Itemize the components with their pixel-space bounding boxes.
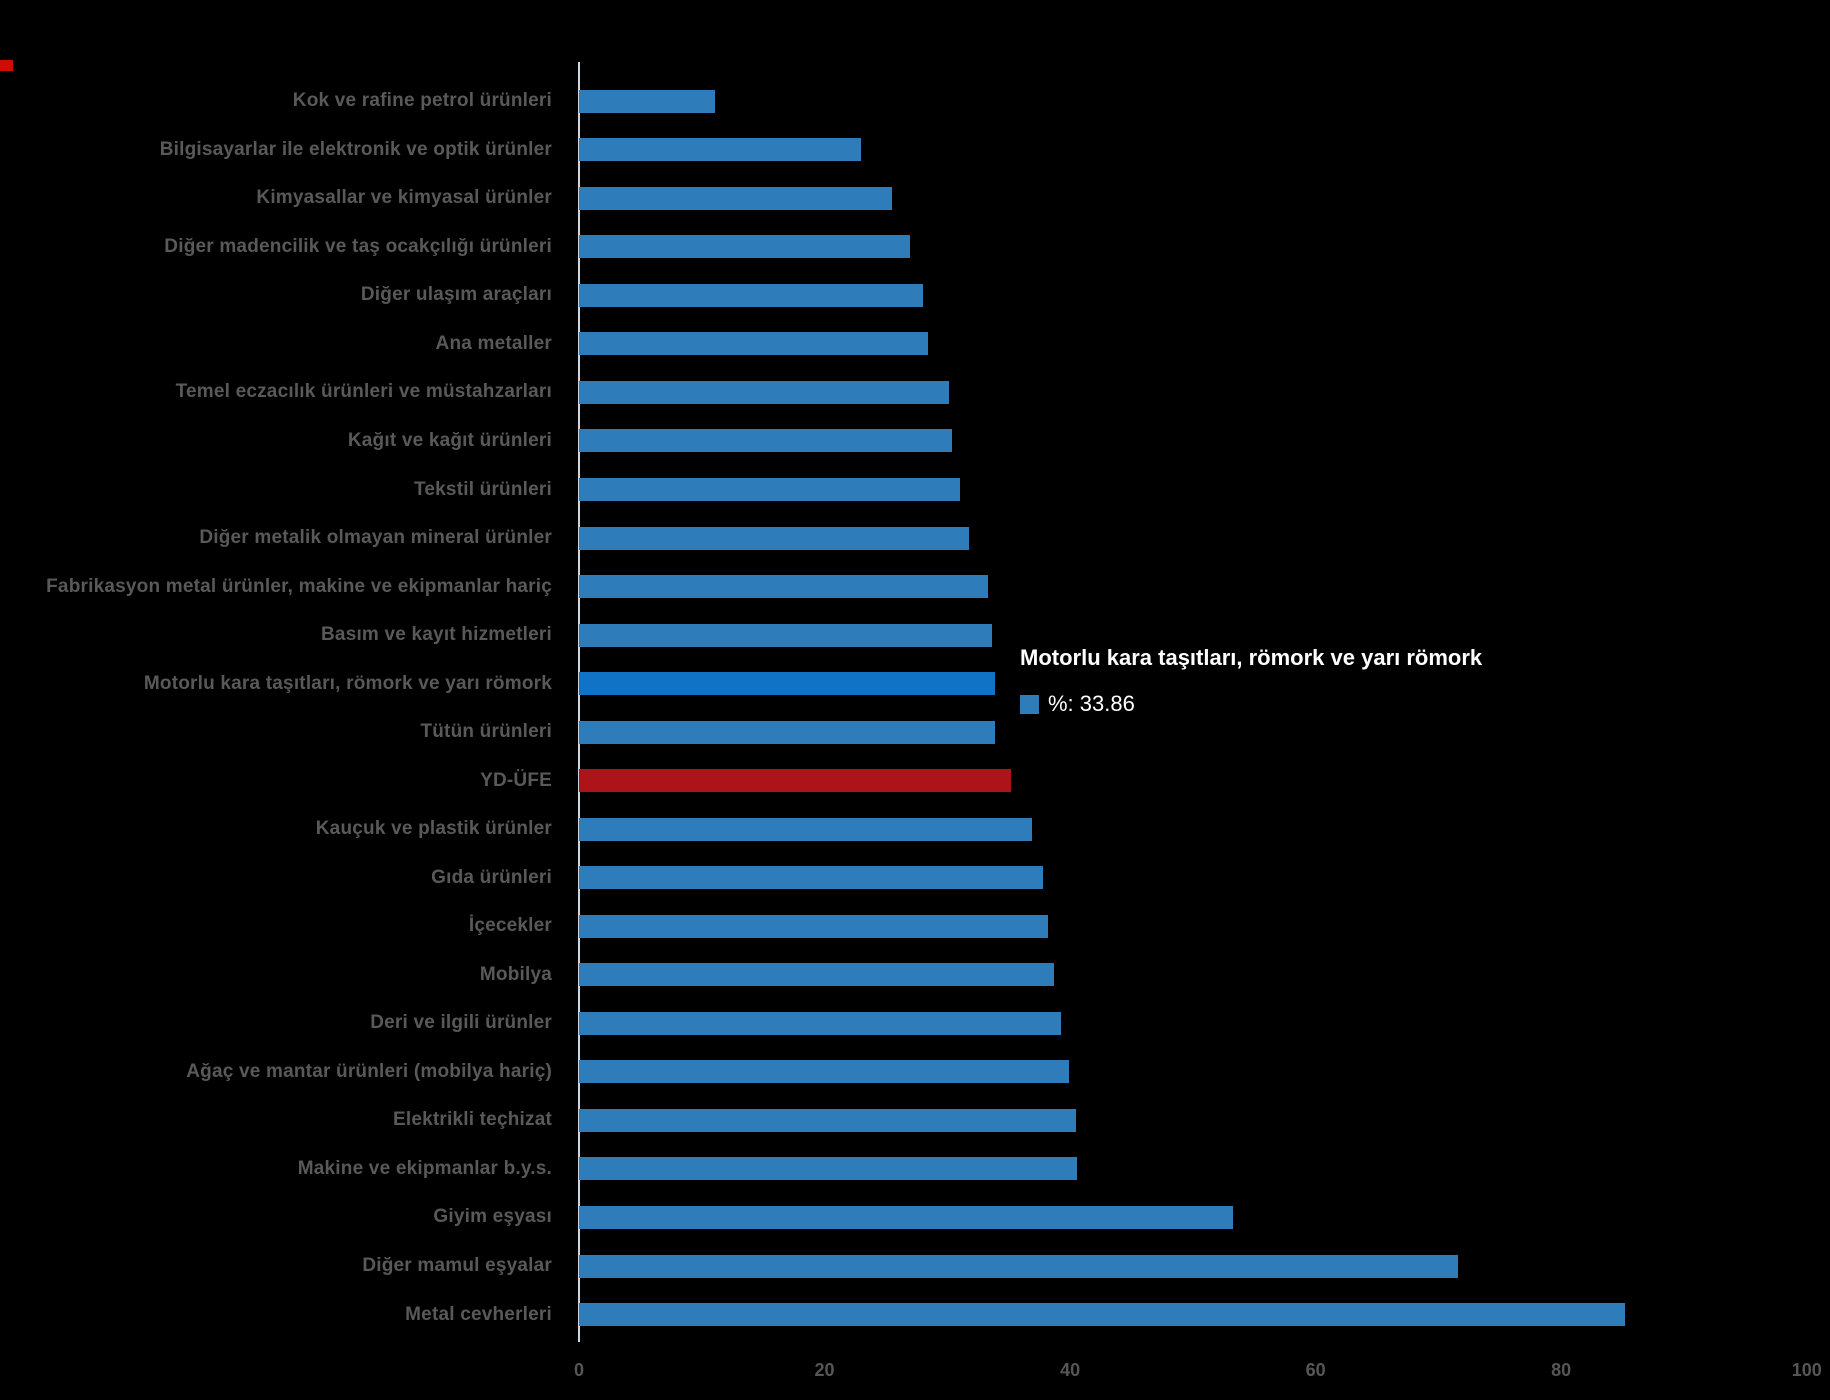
bar-row: Bilgisayarlar ile elektronik ve optik ür…	[0, 126, 1830, 175]
bar[interactable]	[579, 526, 970, 550]
bar[interactable]	[579, 1060, 1069, 1084]
bar-row: Kağıt ve kağıt ürünleri	[0, 417, 1830, 466]
bar-rows: Kok ve rafine petrol ürünleri Bilgisayarl…	[0, 77, 1830, 1339]
bar-row: Diğer metalik olmayan mineral ürünler	[0, 514, 1830, 563]
category-label: Motorlu kara taşıtları, römork ve yarı r…	[143, 672, 552, 694]
bar-row: Diğer ulaşım araçları	[0, 271, 1830, 320]
bar-row: Tekstil ürünleri	[0, 465, 1830, 514]
bar-row: Deri ve ilgili ürünler	[0, 999, 1830, 1048]
y-axis-line	[578, 62, 580, 1342]
x-tick-label: 0	[573, 1360, 585, 1380]
bar[interactable]	[579, 1157, 1078, 1181]
category-label: Kok ve rafine petrol ürünleri	[292, 90, 552, 112]
bar[interactable]	[579, 575, 988, 599]
bar-row: Mobilya	[0, 951, 1830, 1000]
bar[interactable]	[579, 1303, 1626, 1327]
category-label: Tekstil ürünleri	[414, 478, 552, 500]
bar[interactable]	[579, 1011, 1062, 1035]
category-label: Bilgisayarlar ile elektronik ve optik ür…	[159, 138, 552, 160]
bar-row: Makine ve ekipmanlar b.y.s.	[0, 1145, 1830, 1194]
bar[interactable]	[579, 672, 995, 696]
x-tick-label: 100	[1791, 1360, 1822, 1380]
bar-row: Ana metaller	[0, 320, 1830, 369]
category-label: Diğer ulaşım araçları	[360, 284, 552, 306]
category-label: Ana metaller	[435, 332, 552, 354]
bar-row: Temel eczacılık ürünleri ve müstahzarlar…	[0, 368, 1830, 417]
bar-row: Metal cevherleri	[0, 1290, 1830, 1339]
x-tick-label: 40	[1060, 1360, 1081, 1380]
category-label: Elektrikli teçhizat	[392, 1109, 552, 1131]
recording-dot	[0, 60, 13, 71]
bar[interactable]	[579, 478, 960, 502]
bar-row: Diğer madencilik ve taş ocakçılığı ürünl…	[0, 223, 1830, 272]
category-label: Gıda ürünleri	[431, 866, 552, 888]
bar-row: Giyim eşyası	[0, 1193, 1830, 1242]
bar-row: Basım ve kayıt hizmetleri	[0, 611, 1830, 660]
bar-row: Gıda ürünleri	[0, 854, 1830, 903]
category-label: Kimyasallar ve kimyasal ürünler	[256, 187, 552, 209]
category-label: Diğer metalik olmayan mineral ürünler	[199, 527, 552, 549]
bar[interactable]	[579, 769, 1012, 793]
bar[interactable]	[579, 138, 862, 162]
bar[interactable]	[579, 817, 1033, 841]
category-label: Deri ve ilgili ürünler	[370, 1012, 552, 1034]
bar[interactable]	[579, 332, 928, 356]
category-label: YD-ÜFE	[480, 769, 552, 791]
bar[interactable]	[579, 235, 911, 259]
bar[interactable]	[579, 380, 949, 404]
tooltip-value-row: %: 33.86	[1020, 691, 1135, 717]
x-tick-label: 20	[814, 1360, 835, 1380]
bar[interactable]	[579, 623, 992, 647]
bar-row: İçecekler	[0, 902, 1830, 951]
category-label: Kauçuk ve plastik ürünler	[315, 818, 552, 840]
bar-row: Fabrikasyon metal ürünler, makine ve eki…	[0, 562, 1830, 611]
category-label: Basım ve kayıt hizmetleri	[321, 624, 552, 646]
category-label: Ağaç ve mantar ürünleri (mobilya hariç)	[186, 1060, 552, 1082]
category-label: Tütün ürünleri	[420, 721, 552, 743]
bar-row: Elektrikli teçhizat	[0, 1096, 1830, 1145]
category-label: Fabrikasyon metal ürünler, makine ve eki…	[46, 575, 552, 597]
bar-row: Kauçuk ve plastik ürünler	[0, 805, 1830, 854]
category-label: Diğer mamul eşyalar	[362, 1255, 552, 1277]
bar[interactable]	[579, 1108, 1077, 1132]
category-label: Kağıt ve kağıt ürünleri	[347, 429, 552, 451]
bar-row: Ağaç ve mantar ürünleri (mobilya hariç)	[0, 1048, 1830, 1097]
bar[interactable]	[579, 720, 996, 744]
x-tick-label: 60	[1305, 1360, 1326, 1380]
category-label: Giyim eşyası	[433, 1206, 552, 1228]
bar[interactable]	[579, 89, 716, 113]
bar[interactable]	[579, 283, 923, 307]
bar[interactable]	[579, 1205, 1234, 1229]
category-label: Metal cevherleri	[405, 1303, 552, 1325]
bar-row: YD-ÜFE	[0, 756, 1830, 805]
bar[interactable]	[579, 186, 893, 210]
category-label: Temel eczacılık ürünleri ve müstahzarlar…	[175, 381, 552, 403]
bar-row: Kimyasallar ve kimyasal ürünler	[0, 174, 1830, 223]
bar-row: Tütün ürünleri	[0, 708, 1830, 757]
category-label: Mobilya	[479, 963, 552, 985]
bar[interactable]	[579, 866, 1044, 890]
bar[interactable]	[579, 429, 953, 453]
bar-row: Diğer mamul eşyalar	[0, 1242, 1830, 1291]
bar-row: Kok ve rafine petrol ürünleri	[0, 77, 1830, 126]
x-tick-label: 80	[1551, 1360, 1572, 1380]
category-label: Makine ve ekipmanlar b.y.s.	[297, 1157, 552, 1179]
tooltip-series-swatch-icon	[1020, 694, 1039, 714]
bar[interactable]	[579, 1254, 1459, 1278]
bar[interactable]	[579, 963, 1055, 987]
category-label: İçecekler	[468, 915, 552, 937]
bar-row: Motorlu kara taşıtları, römork ve yarı r…	[0, 659, 1830, 708]
tooltip-title: Motorlu kara taşıtları, römork ve yarı r…	[1020, 645, 1483, 670]
bar[interactable]	[579, 914, 1048, 938]
category-label: Diğer madencilik ve taş ocakçılığı ürünl…	[164, 235, 552, 257]
tooltip-value-label: %: 33.86	[1048, 691, 1135, 716]
